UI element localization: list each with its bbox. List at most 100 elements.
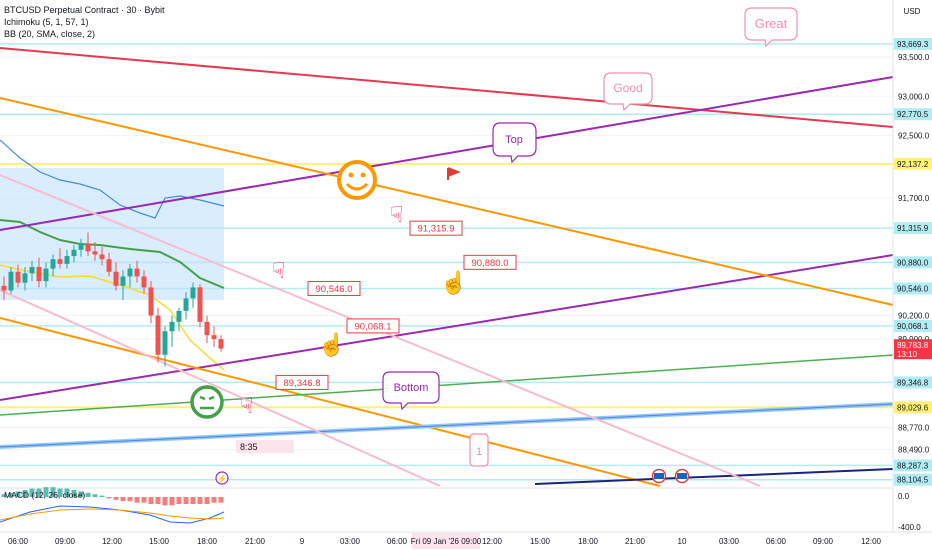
candle-body bbox=[176, 310, 182, 322]
macd-bar bbox=[211, 497, 217, 503]
macd-label: MACD (12, 26, close) bbox=[4, 490, 85, 500]
macd-bar bbox=[120, 497, 126, 502]
candle-body bbox=[148, 287, 154, 316]
price-level-label: 92,770.5 bbox=[897, 110, 929, 119]
macd-bar bbox=[113, 497, 119, 500]
price-level-badge bbox=[894, 157, 932, 170]
macd-bar bbox=[50, 487, 56, 497]
price-tick-label: 93,500.0 bbox=[898, 53, 930, 62]
macd-bar bbox=[8, 492, 14, 497]
time-tick-label: 12:00 bbox=[102, 537, 123, 546]
macd-bar bbox=[71, 490, 77, 497]
trendline-pink-lower bbox=[0, 289, 441, 487]
price-level-badge bbox=[894, 37, 932, 50]
candle-body bbox=[162, 331, 168, 355]
svg-text:0.0: 0.0 bbox=[898, 492, 910, 501]
candle-body bbox=[183, 298, 189, 311]
price-level-label: 90,546.0 bbox=[897, 284, 929, 293]
time-tick-label: 06:00 bbox=[766, 537, 787, 546]
candle-body bbox=[92, 251, 98, 255]
price-level-badge bbox=[894, 473, 932, 486]
time-tick-label: 03:00 bbox=[719, 537, 740, 546]
price-callout-text: 90,068.1 bbox=[355, 321, 392, 332]
trendline-purple-upper bbox=[0, 76, 894, 231]
price-tick-label: 91,700.0 bbox=[898, 194, 930, 203]
time-tick-label: 18:00 bbox=[578, 537, 599, 546]
macd-bar bbox=[197, 497, 203, 504]
macd-bar bbox=[99, 495, 105, 497]
time-tick-label: 12:00 bbox=[861, 537, 882, 546]
us-flag-event-icon[interactable] bbox=[651, 468, 667, 484]
macd-bar bbox=[141, 497, 147, 503]
time-tick-label: 09:00 bbox=[813, 537, 834, 546]
price-callout: 89,346.8 bbox=[275, 374, 329, 390]
current-price-badge bbox=[894, 339, 932, 360]
macd-bar bbox=[78, 491, 84, 497]
price-level-label: 93,669.3 bbox=[897, 40, 929, 49]
currency-label: USD bbox=[904, 7, 921, 16]
callout-one[interactable]: 1 bbox=[469, 433, 489, 467]
price-callout: 90,880.0 bbox=[463, 254, 517, 270]
price-level-badge bbox=[894, 459, 932, 472]
time-tick-label: 21:00 bbox=[245, 537, 266, 546]
time-tick-label: 15:00 bbox=[530, 537, 551, 546]
candle-body bbox=[120, 276, 126, 286]
candle-body bbox=[190, 287, 196, 299]
callout-bottom[interactable]: Bottom bbox=[382, 371, 440, 411]
thumb-down-icon: ☟ bbox=[272, 258, 285, 283]
callout-top[interactable]: Top bbox=[492, 122, 537, 164]
macd-bar bbox=[29, 488, 35, 497]
trendline-orange-lower bbox=[0, 317, 661, 487]
time-highlight-badge bbox=[412, 533, 480, 549]
trendline-green bbox=[0, 354, 894, 416]
candle-body bbox=[141, 276, 147, 288]
symbol-title: BTCUSD Perpetual Contract · 30 · Bybit bbox=[4, 5, 165, 15]
callout-good[interactable]: Good bbox=[603, 72, 653, 112]
time-tick-label: 18:00 bbox=[197, 537, 218, 546]
time-highlight-label: Fri 09 Jan '26 09:00 bbox=[411, 537, 482, 546]
price-callout: 91,315.9 bbox=[409, 220, 463, 236]
price-tick-label: 88,490.0 bbox=[898, 446, 930, 455]
smiley-happy-icon bbox=[337, 160, 377, 200]
price-level-label: 89,346.8 bbox=[897, 378, 929, 387]
price-tick-label: 88,770.0 bbox=[898, 424, 930, 433]
candle-body bbox=[43, 268, 49, 282]
price-level-badge bbox=[894, 108, 932, 121]
macd-bar bbox=[106, 497, 112, 499]
thumb-down-icon: ☟ bbox=[390, 202, 403, 227]
macd-bar bbox=[169, 497, 175, 506]
macd-bar bbox=[183, 497, 189, 504]
candle-body bbox=[211, 335, 217, 340]
macd-axis: 0.0 -400.0 bbox=[898, 492, 921, 532]
time-tick-label: 9 bbox=[300, 537, 305, 546]
candle-body bbox=[57, 259, 63, 264]
candle-body bbox=[85, 243, 91, 252]
red-flag-icon bbox=[447, 167, 461, 180]
candle-body bbox=[1, 285, 7, 291]
bb-legend: BB (20, SMA, close, 2) bbox=[4, 29, 96, 39]
candle-body bbox=[29, 267, 35, 274]
trendline-orange-upper bbox=[0, 97, 894, 306]
macd-bar bbox=[57, 488, 63, 497]
macd-bar bbox=[64, 488, 70, 497]
current-price-label: 89,783.8 bbox=[897, 341, 929, 350]
trendline-purple-lower bbox=[0, 254, 894, 401]
callout-great[interactable]: Great bbox=[744, 7, 798, 48]
macd-bar bbox=[1, 494, 7, 497]
macd-bar bbox=[204, 497, 210, 504]
price-callout-text: 90,880.0 bbox=[472, 258, 509, 269]
price-level-label: 90,068.1 bbox=[897, 322, 929, 331]
macd-bar bbox=[176, 497, 182, 504]
us-flag-event-icon[interactable] bbox=[674, 468, 690, 484]
price-axis[interactable]: USD 93,500.0 93,000.0 92,500.0 91,700.0 90,2… bbox=[892, 0, 932, 532]
lightning-event-icon[interactable]: ⚡ bbox=[215, 471, 229, 485]
svg-text:Great: Great bbox=[755, 16, 788, 31]
price-callout: 90,546.0 bbox=[307, 280, 361, 296]
thumb-down-icon: ☟ bbox=[240, 393, 253, 418]
svg-text:Top: Top bbox=[505, 134, 523, 146]
macd-bar bbox=[148, 497, 154, 504]
time-axis[interactable]: 06:00 09:00 12:00 15:00 18:00 21:00 9 03:00 06:0… bbox=[0, 531, 932, 550]
bb-middle-line bbox=[0, 219, 225, 289]
smiley-neutral-icon bbox=[190, 385, 224, 419]
